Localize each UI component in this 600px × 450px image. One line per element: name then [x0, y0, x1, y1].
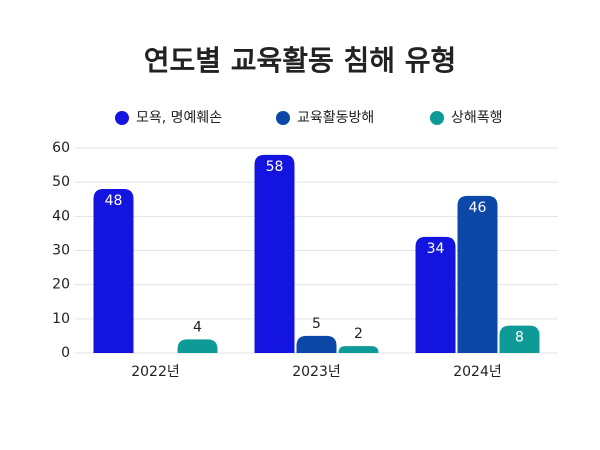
y-tick-label: 40 [52, 208, 70, 224]
bar [457, 195, 498, 353]
y-tick-label: 60 [52, 140, 70, 156]
bar [415, 236, 456, 353]
value-label: 46 [469, 200, 487, 216]
y-tick-label: 10 [52, 311, 70, 327]
bar [254, 154, 295, 353]
value-label: 58 [266, 159, 284, 175]
x-tick-label: 2023년 [292, 364, 341, 380]
bar [177, 339, 218, 353]
y-tick-label: 0 [61, 345, 70, 361]
bar [338, 346, 379, 353]
value-label: 34 [427, 241, 445, 257]
value-label: 5 [312, 316, 321, 332]
legend-label: 교육활동방해 [297, 110, 374, 126]
x-tick-label: 2024년 [453, 364, 502, 380]
value-label: 4 [193, 319, 202, 335]
x-tick-label: 2022년 [131, 364, 180, 380]
bar [296, 335, 337, 353]
chart-title: 연도별 교육활동 침해 유형 [144, 44, 457, 77]
bar [93, 189, 134, 353]
bar [499, 325, 540, 353]
value-label: 2 [354, 326, 363, 342]
legend-label: 상해폭행 [451, 110, 503, 126]
legend-label: 모욕, 명예훼손 [136, 110, 222, 126]
legend-marker [115, 111, 129, 125]
y-tick-label: 30 [52, 243, 70, 259]
legend-marker [430, 111, 444, 125]
legend-marker [276, 111, 290, 125]
value-label: 8 [515, 330, 524, 346]
value-label: 48 [105, 193, 123, 209]
y-tick-label: 50 [52, 174, 70, 190]
y-tick-label: 20 [52, 277, 70, 293]
